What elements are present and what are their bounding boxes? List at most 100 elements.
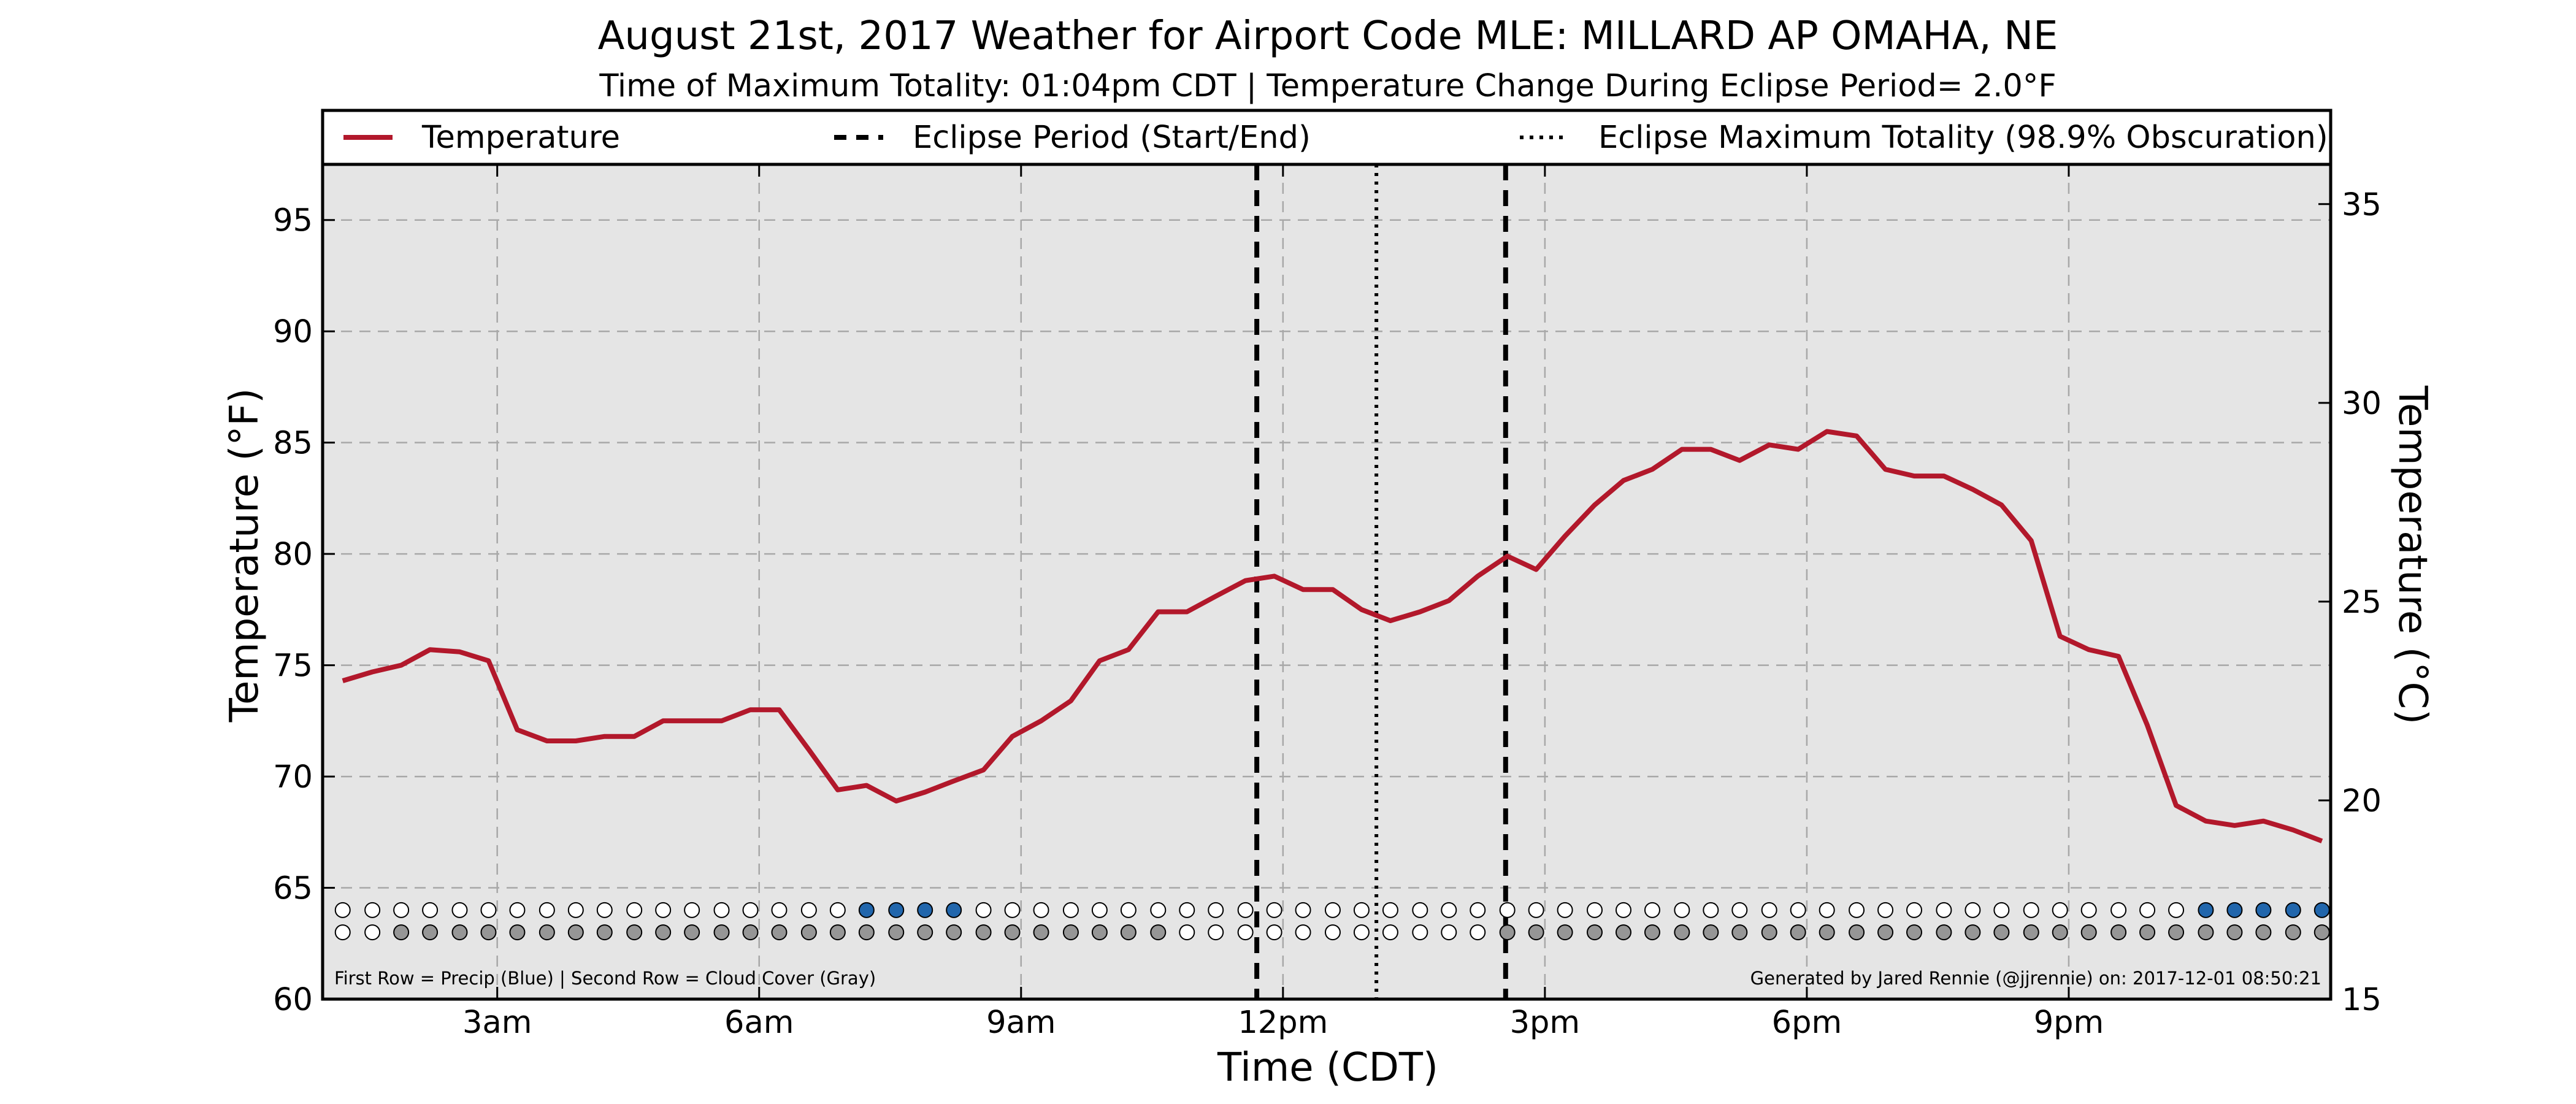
precip-dot [2052,902,2068,918]
cloud-dot [888,924,905,941]
precip-dot [1703,902,1719,918]
precip-dot [655,902,672,918]
cloud-dot [509,924,526,941]
precip-dot [2168,902,2185,918]
precip-dot [1644,902,1660,918]
footnote-right: Generated by Jared Rennie (@jjrennie) on… [1750,968,2321,989]
cloud-dot [1993,924,2010,941]
precip-dot [509,902,526,918]
cloud-dot [539,924,555,941]
y-right-tick-label: 20 [2342,783,2382,819]
legend-label-max-totality: Eclipse Maximum Totality (98.9% Obscurat… [1598,120,2328,156]
series-line-temperature [342,429,2323,844]
y-tick-label: 60 [273,982,313,1018]
precip-dot [2255,902,2272,918]
cloud-dot [2313,924,2330,941]
cloud-dot [1004,924,1021,941]
precip-dot [1179,902,1195,918]
cloud-dot [1849,924,1865,941]
cloud-dot [1033,924,1049,941]
precip-dot [1557,902,1573,918]
cloud-dot [1470,924,1486,941]
y-right-tick-label: 25 [2342,585,2382,621]
precip-dot [626,902,643,918]
precip-dot [800,902,817,918]
precip-dot [1906,902,1923,918]
precip-dot [334,902,351,918]
cloud-dot [364,924,381,941]
precip-dot [393,902,410,918]
x-tick-label: 3pm [1510,1005,1581,1041]
legend-box [321,109,2333,166]
y-axis-label: Temperature (°F) [222,388,267,723]
x-tick-label: 9am [986,1005,1056,1041]
precip-dot [946,902,962,918]
precip-dot [1208,902,1224,918]
cloud-dot [2226,924,2243,941]
cloud-dot [1150,924,1167,941]
precip-dot [1761,902,1777,918]
cloud-dot [1877,924,1894,941]
precip-dot [451,902,468,918]
cloud-dot [1936,924,1952,941]
precip-dot [1470,902,1486,918]
legend: Temperature Eclipse Period (Start/End) E… [321,109,2333,166]
precip-dot [975,902,992,918]
series-layer [342,429,2323,844]
cloud-dot [713,924,730,941]
cloud-dot [480,924,497,941]
precip-dot [364,902,381,918]
cloud-dot [1266,924,1282,941]
x-axis-ticks: 3am 6am 9am 12pm 3pm 6pm 9pm [462,164,2104,1041]
precip-dot [1819,902,1835,918]
precip-dot [539,902,555,918]
x-tick-label: 6am [724,1005,794,1041]
legend-label-temperature: Temperature [421,120,620,156]
cloud-dot [742,924,759,941]
cloud-dot [2023,924,2039,941]
precip-dot [742,902,759,918]
precip-dot [858,902,875,918]
cloud-dot [1644,924,1660,941]
precip-dot [1382,902,1398,918]
cloud-dot [1382,924,1398,941]
precip-dot [684,902,700,918]
cloud-dot [1761,924,1777,941]
x-tick-label: 6pm [1772,1005,1842,1041]
y-tick-label: 80 [273,537,313,573]
precip-dot [1412,902,1428,918]
y-tick-label: 95 [273,203,313,239]
precip-dot [1674,902,1690,918]
precip-dot [888,902,905,918]
cloud-dot [1790,924,1806,941]
precip-dot [917,902,933,918]
footnote-left: First Row = Precip (Blue) | Second Row =… [334,968,876,989]
cloud-dot [1441,924,1457,941]
y-axis-ticks: 60 65 70 75 80 85 90 95 [273,203,335,1018]
cloud-dot [626,924,643,941]
chart-subtitle: Time of Maximum Totality: 01:04pm CDT | … [599,68,2056,104]
cloud-dot [422,924,439,941]
precip-dot [1528,902,1544,918]
cloud-dot [1237,924,1254,941]
precip-dot [2285,902,2301,918]
precip-dot [1033,902,1049,918]
cloud-dot [2052,924,2068,941]
precip-dot [2110,902,2127,918]
y-tick-label: 75 [273,648,313,684]
x-tick-label: 12pm [1238,1005,1328,1041]
precip-dot [2023,902,2039,918]
cloud-dot [1499,924,1516,941]
y-axis-right-label: Temperature (°C) [2390,385,2435,724]
legend-label-eclipse-period: Eclipse Period (Start/End) [913,120,1311,156]
cloud-dot [567,924,584,941]
cloud-dot [1906,924,1923,941]
precip-dot [1936,902,1952,918]
cloud-dot [2168,924,2185,941]
precip-dot [1295,902,1311,918]
cloud-dot [1062,924,1079,941]
cloud-dot [1324,924,1341,941]
cloud-dot [684,924,700,941]
precip-dot [1877,902,1894,918]
